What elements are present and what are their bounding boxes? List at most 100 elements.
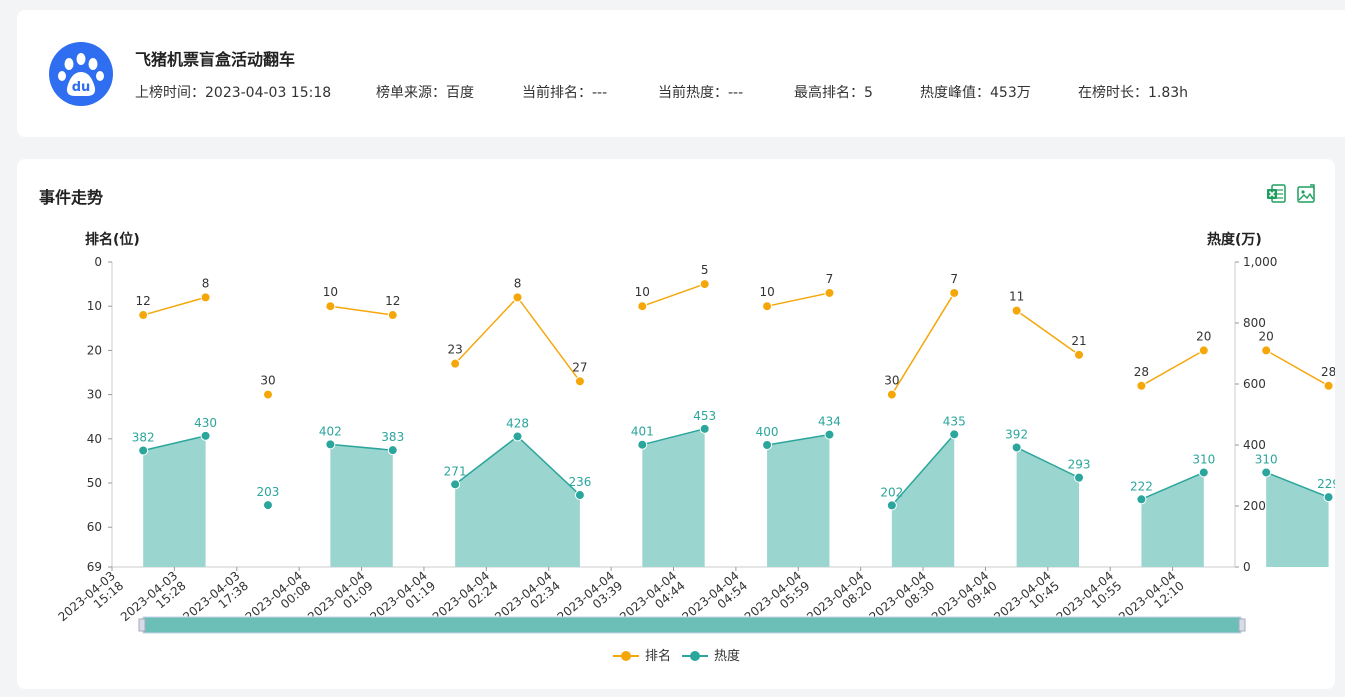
heat-data-label: 271 — [444, 464, 467, 478]
left-tick-label: 20 — [87, 343, 102, 357]
heat-data-label: 401 — [631, 425, 654, 439]
heat-area — [455, 436, 580, 567]
heat-data-label: 428 — [506, 416, 529, 430]
heat-line — [891, 433, 955, 506]
rank-data-label: 30 — [884, 374, 899, 388]
meta-current-heat: 当前热度：--- — [658, 85, 744, 101]
heat-line — [143, 435, 206, 452]
heat-data-label: 434 — [818, 415, 841, 429]
heat-point — [824, 429, 835, 440]
rank-line — [766, 292, 830, 307]
rank-data-label: 21 — [1071, 334, 1086, 348]
heat-data-label: 382 — [132, 430, 155, 444]
rank-data-label: 10 — [759, 285, 774, 299]
rank-data-label: 28 — [1321, 365, 1335, 379]
heat-area — [642, 428, 705, 567]
excel-export-icon[interactable] — [1265, 183, 1287, 205]
heat-point — [949, 429, 960, 440]
svg-text:du: du — [72, 80, 91, 95]
heat-point — [512, 431, 523, 442]
heat-data-label: 453 — [693, 409, 716, 423]
heat-line — [1141, 471, 1205, 500]
left-tick-label: 60 — [87, 520, 102, 534]
rank-point — [824, 287, 835, 298]
rank-data-label: 20 — [1196, 329, 1211, 343]
rank-data-label: 7 — [950, 272, 958, 286]
image-export-icon[interactable] — [1295, 183, 1317, 205]
x-tick-label: 2023-04-0315:18 — [55, 569, 126, 635]
left-tick-label: 30 — [87, 388, 102, 402]
rank-line — [642, 283, 705, 307]
heat-line — [330, 443, 393, 451]
rank-point — [886, 389, 897, 400]
heat-line — [1265, 471, 1329, 498]
rank-point — [949, 287, 960, 298]
rank-data-label: 12 — [136, 294, 151, 308]
heat-point — [1011, 442, 1022, 453]
rank-point — [1261, 345, 1272, 356]
zoom-slider-left-handle[interactable] — [138, 618, 146, 632]
rank-data-label: 10 — [323, 285, 338, 299]
legend-marker — [690, 651, 700, 661]
rank-data-label: 5 — [701, 263, 709, 277]
rank-data-label: 11 — [1009, 290, 1024, 304]
rank-point — [1136, 380, 1147, 391]
meta-peak-heat: 热度峰值：453万 — [920, 85, 1031, 101]
right-tick-label: 800 — [1243, 316, 1266, 330]
rank-line — [454, 296, 581, 382]
heat-point — [886, 500, 897, 511]
trend-card: 事件走势 排名(位) 热度(万) 0 10 20 30 40 50 60 69 0 200 400 600… — [17, 159, 1335, 689]
zoom-slider-track — [142, 616, 1242, 634]
heat-point — [450, 479, 461, 490]
left-tick-label: 50 — [87, 476, 102, 490]
heat-area — [1016, 447, 1080, 567]
rank-line — [1016, 310, 1080, 356]
heat-point — [1261, 467, 1272, 478]
baidu-logo: du — [49, 42, 113, 106]
heat-data-label: 383 — [381, 430, 404, 444]
meta-current-rank: 当前排名：--- — [522, 85, 608, 101]
zoom-slider-right-handle[interactable] — [1238, 618, 1246, 632]
rank-data-label: 8 — [202, 276, 210, 290]
heat-data-label: 435 — [943, 414, 966, 428]
heat-point — [699, 423, 710, 434]
heat-point — [325, 439, 336, 450]
rank-point — [1323, 380, 1334, 391]
meta-source: 榜单来源：百度 — [376, 85, 474, 101]
section-title: 事件走势 — [39, 188, 104, 207]
heat-data-label: 392 — [1005, 427, 1028, 441]
heat-point — [1198, 467, 1209, 478]
heat-point — [1136, 494, 1147, 505]
legend-label: 热度 — [714, 648, 740, 664]
right-tick-label: 400 — [1243, 438, 1266, 452]
rank-data-label: 30 — [260, 374, 275, 388]
heat-area — [891, 434, 955, 567]
rank-data-label: 8 — [514, 276, 522, 290]
heat-data-label: 222 — [1130, 479, 1153, 493]
heat-area — [767, 434, 830, 567]
rank-data-label: 20 — [1259, 329, 1274, 343]
heat-point — [138, 445, 149, 456]
rank-point — [574, 376, 585, 387]
rank-point — [637, 301, 648, 312]
heat-data-label: 310 — [1255, 452, 1278, 466]
heat-point — [762, 440, 773, 450]
rank-data-label: 23 — [447, 343, 462, 357]
heat-line — [1016, 446, 1080, 479]
meta-best-rank: 最高排名：5 — [794, 85, 873, 101]
right-tick-label: 600 — [1243, 377, 1266, 391]
heat-area — [1141, 472, 1204, 567]
rank-data-label: 28 — [1134, 365, 1149, 379]
right-tick-label: 0 — [1243, 560, 1251, 574]
left-tick-label: 40 — [87, 432, 102, 446]
meta-listed-time: 上榜时间：2023-04-03 15:18 — [135, 85, 332, 101]
rank-point — [1011, 305, 1022, 316]
rank-data-label: 7 — [826, 272, 834, 286]
rank-data-label: 27 — [572, 360, 587, 374]
heat-point — [574, 490, 585, 501]
heat-point — [637, 439, 648, 450]
trend-chart: 排名(位) 热度(万) 0 10 20 30 40 50 60 69 0 200 400 600 800 1,… — [55, 231, 1335, 664]
rank-line — [1141, 349, 1205, 387]
rank-line — [1265, 349, 1329, 387]
heat-area — [330, 444, 393, 567]
